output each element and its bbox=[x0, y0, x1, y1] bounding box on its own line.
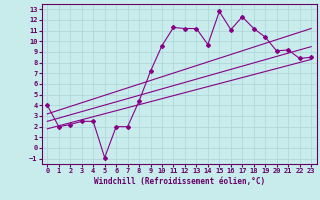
X-axis label: Windchill (Refroidissement éolien,°C): Windchill (Refroidissement éolien,°C) bbox=[94, 177, 265, 186]
